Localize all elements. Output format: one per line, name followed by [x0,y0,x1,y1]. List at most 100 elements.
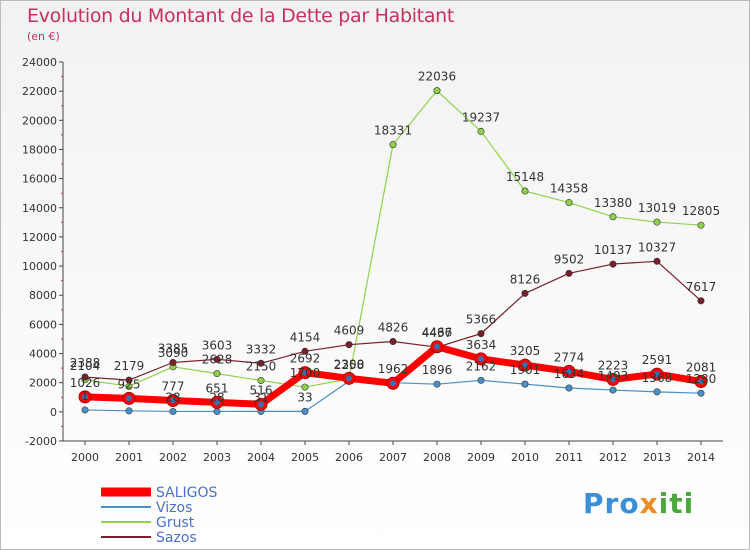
chart-subtitle: (en €) [27,30,60,43]
data-label-saligos: 2591 [642,353,673,367]
y-tick-label: -2000 [25,435,57,448]
data-point-core [258,401,264,408]
data-point-sazos [345,341,353,349]
data-point-sazos [301,347,309,355]
data-point-grust [301,383,309,391]
y-tick-label: 0 [50,406,57,419]
data-point-sazos [81,373,89,381]
data-point-core [390,380,396,387]
data-label-sazos: 8126 [510,272,541,286]
x-tick-label: 2001 [115,451,143,464]
data-label-grust: 12805 [682,204,720,218]
data-point-sazos [477,330,485,338]
y-tick-label: 22000 [22,85,57,98]
data-point-core [654,371,660,378]
data-label-sazos: 4609 [334,324,365,338]
data-label-sazos: 10137 [594,243,632,257]
data-label-grust: 2258 [334,358,365,372]
data-label-layer: 1 28 28 31 33 1896 2162 1901 1634 1493 1368 1280 210… [70,70,720,405]
y-tick-label: 10000 [22,260,57,273]
data-point-sazos [565,269,573,277]
data-point-sazos [653,257,661,265]
data-point-core [522,362,528,369]
y-tick-label: 6000 [29,318,57,331]
data-label-saligos: 1962 [378,362,409,376]
data-label-saligos: 777 [162,380,185,394]
x-tick-label: 2003 [203,451,231,464]
y-tick-label: 24000 [22,56,57,69]
y-tick-label: 8000 [29,289,57,302]
data-label-grust: 2150 [246,360,277,374]
y-tick-label: 12000 [22,231,57,244]
x-tick-label: 2008 [423,451,451,464]
data-point-sazos [697,297,705,305]
x-tick-label: 2004 [247,451,275,464]
data-point-grust [257,377,265,385]
data-point-core [698,378,704,385]
data-point-core [610,376,616,383]
data-point-core [214,399,220,406]
data-point-grust [521,187,529,195]
data-point-vizos [697,389,705,397]
chart-title: Evolution du Montant de la Dette par Hab… [27,5,455,27]
x-tick-label: 2000 [71,451,99,464]
data-label-saligos: 925 [118,377,141,391]
data-point-sazos [125,376,133,384]
data-label-vizos: 31 [253,390,268,404]
data-label-grust: 2104 [70,359,101,373]
data-label-sazos: 2388 [70,356,101,370]
y-tick-label: 2000 [29,377,57,390]
data-point-vizos [565,384,573,392]
x-tick-label: 2011 [555,451,583,464]
data-label-vizos: 33 [297,390,312,404]
data-point-vizos [433,380,441,388]
data-label-sazos: 3385 [158,342,189,356]
y-tick-label: 14000 [22,202,57,215]
x-tick-label: 2012 [599,451,627,464]
data-point-vizos [301,407,309,415]
data-point-grust [609,213,617,221]
data-point-grust [213,370,221,378]
data-label-vizos: 1901 [510,363,541,377]
data-label-vizos: 28 [209,390,224,404]
data-label-saligos: 2223 [598,358,629,372]
data-point-sazos [521,289,529,297]
data-label-saligos: 2300 [334,357,365,371]
x-tick-label: 2005 [291,451,319,464]
data-point-vizos [609,386,617,394]
data-label-saligos: 2774 [554,350,585,364]
data-label-grust: 3090 [158,346,189,360]
data-label-vizos: 1368 [642,371,673,385]
proxiti-logo: Proxiti [583,487,695,520]
data-label-sazos: 4437 [422,326,453,340]
data-label-vizos: 1 [81,389,89,403]
data-point-sazos [169,359,177,367]
y-tick-label: 4000 [29,348,57,361]
y-tick-label: 20000 [22,114,57,127]
data-label-saligos: 516 [250,383,273,397]
data-label-grust: 19237 [462,110,500,124]
data-label-saligos: 2081 [686,361,717,375]
data-point-core [170,397,176,404]
data-point-core [566,368,572,375]
data-point-sazos [389,337,397,345]
data-label-sazos: 3332 [246,342,277,356]
data-label-grust: 2628 [202,353,233,367]
data-label-vizos: 28 [165,390,180,404]
data-label-sazos: 10327 [638,240,676,254]
data-label-grust: 22036 [418,70,456,84]
data-label-sazos: 3603 [202,338,233,352]
data-point-grust [653,218,661,226]
data-label-vizos: 1280 [686,372,717,386]
x-tick-label: 2010 [511,451,539,464]
x-tick-label: 2002 [159,451,187,464]
data-point-vizos [477,376,485,384]
data-label-grust: 1700 [290,366,321,380]
data-label-saligos: 3634 [466,338,497,352]
data-label-sazos: 9502 [554,252,585,266]
data-label-grust: 15148 [506,170,544,184]
data-label-sazos: 4826 [378,320,409,334]
